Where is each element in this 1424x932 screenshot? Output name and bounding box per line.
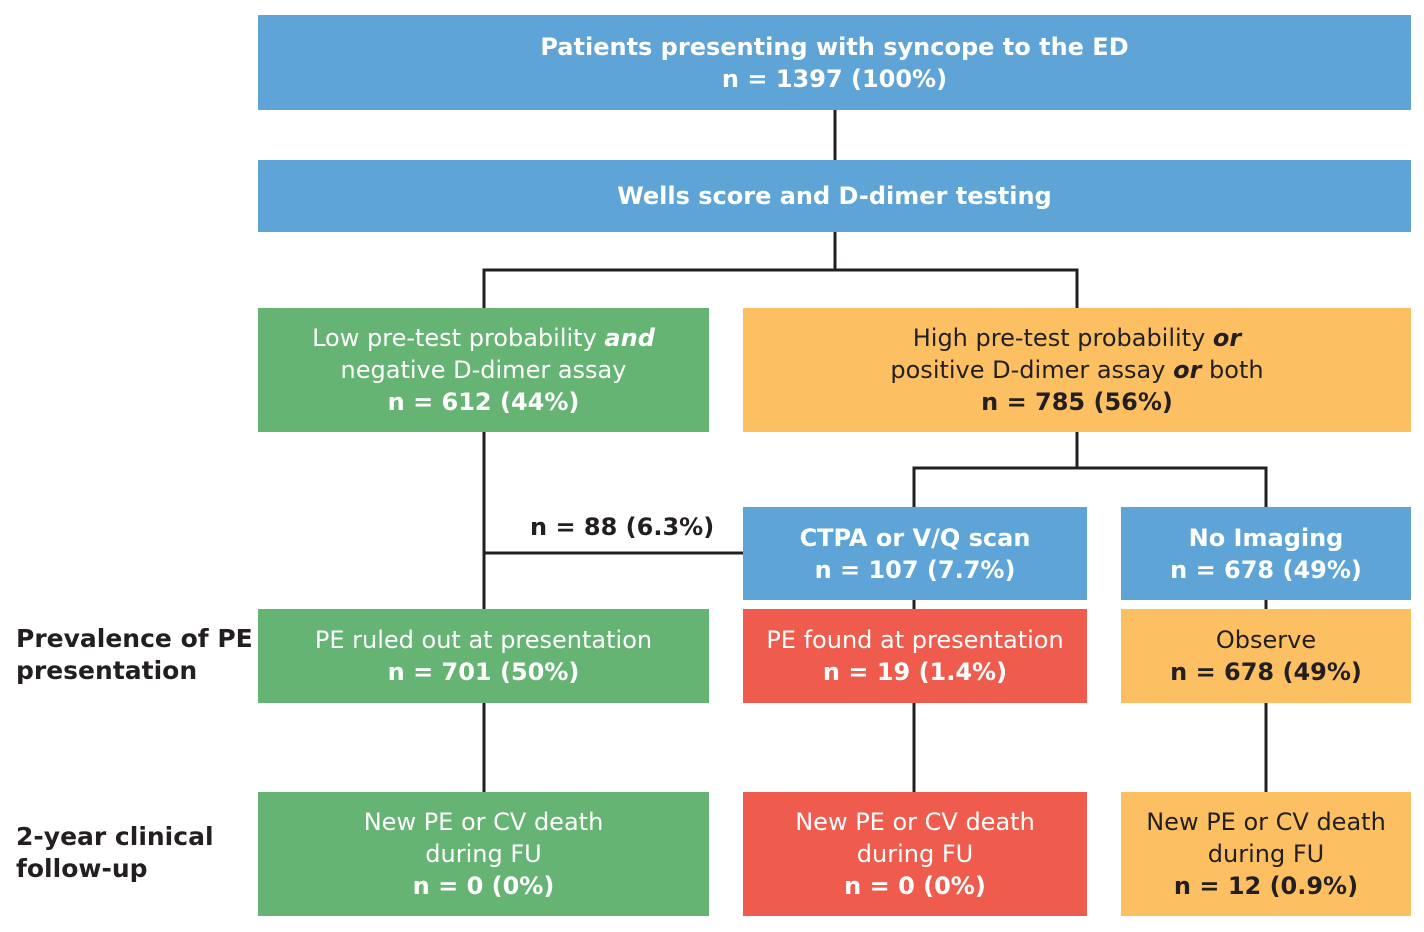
row-label-prevalence: Prevalence of PE at presentation (16, 623, 290, 687)
pe-found-count: n = 19 (1.4%) (822, 658, 1008, 686)
row-label-followup: 2-year clinical follow-up (16, 821, 214, 885)
high-line1: High pre-test probability or (913, 322, 1242, 354)
no-imaging-node: No Imaging n = 678 (49%) (1121, 507, 1411, 600)
fu-red-line1: New PE or CV death (795, 808, 1035, 836)
row-label-followup-line2: follow-up (16, 854, 148, 883)
fu-red-count: n = 0 (0%) (844, 872, 986, 900)
followup-green-node: New PE or CV death during FU n = 0 (0%) (258, 792, 709, 916)
high-line1-emph: or (1212, 324, 1242, 352)
low-count: n = 612 (44%) (387, 388, 580, 416)
low-line1-text: Low pre-test probability (312, 324, 605, 352)
row-label-followup-line1: 2-year clinical (16, 822, 214, 851)
high-count: n = 785 (56%) (981, 388, 1173, 416)
pe-found-node: PE found at presentation n = 19 (1.4%) (743, 609, 1087, 703)
followup-orange-node: New PE or CV death during FU n = 12 (0.9… (1121, 792, 1411, 916)
ctpa-count: n = 107 (7.7%) (814, 555, 1016, 584)
observe-count: n = 678 (49%) (1170, 658, 1362, 686)
ruled-out-title: PE ruled out at presentation (314, 626, 653, 654)
fu-orange-line1: New PE or CV death (1146, 808, 1386, 836)
followup-red-node: New PE or CV death during FU n = 0 (0%) (743, 792, 1087, 916)
high-line1-text: High pre-test probability (912, 324, 1213, 352)
low-line2: negative D-dimer assay (340, 356, 627, 384)
ruled-out-count: n = 701 (50%) (387, 658, 580, 686)
high-probability-node: High pre-test probability or positive D-… (743, 308, 1411, 432)
edge-label-n88: n = 88 (6.3%) (530, 513, 715, 541)
observe-node: Observe n = 678 (49%) (1121, 609, 1411, 703)
start-title: Patients presenting with syncope to the … (540, 32, 1129, 61)
row-label-prevalence-line1: Prevalence of PE at (16, 624, 291, 653)
fu-orange-line2: during FU (1207, 840, 1325, 868)
high-line2-tail: both (1201, 356, 1264, 384)
low-probability-node: Low pre-test probability and negative D-… (258, 308, 709, 432)
pe-found-title: PE found at presentation (766, 626, 1064, 654)
low-line1: Low pre-test probability and (312, 322, 655, 354)
pe-ruled-out-node: PE ruled out at presentation n = 701 (50… (258, 609, 709, 703)
no-imaging-title: No Imaging (1188, 523, 1344, 552)
observe-title: Observe (1215, 626, 1317, 654)
row-label-prevalence-line2: presentation (16, 656, 198, 685)
fu-green-line2: during FU (425, 840, 542, 868)
start-count: n = 1397 (100%) (721, 64, 948, 93)
high-line2-emph: or (1173, 356, 1202, 384)
testing-node: Wells score and D-dimer testing (258, 160, 1411, 232)
fu-green-line1: New PE or CV death (363, 808, 604, 836)
ctpa-title: CTPA or V/Q scan (799, 523, 1031, 552)
fu-orange-count: n = 12 (0.9%) (1173, 872, 1359, 900)
high-line2-text: positive D-dimer assay (890, 356, 1174, 384)
start-node: Patients presenting with syncope to the … (258, 15, 1411, 110)
fu-green-count: n = 0 (0%) (412, 872, 555, 900)
no-imaging-count: n = 678 (49%) (1170, 555, 1362, 584)
fu-red-line2: during FU (856, 840, 974, 868)
ctpa-node: CTPA or V/Q scan n = 107 (7.7%) (743, 507, 1087, 600)
low-line1-emph: and (604, 324, 655, 352)
testing-title: Wells score and D-dimer testing (617, 182, 1052, 210)
high-line2: positive D-dimer assay or both (890, 354, 1263, 386)
